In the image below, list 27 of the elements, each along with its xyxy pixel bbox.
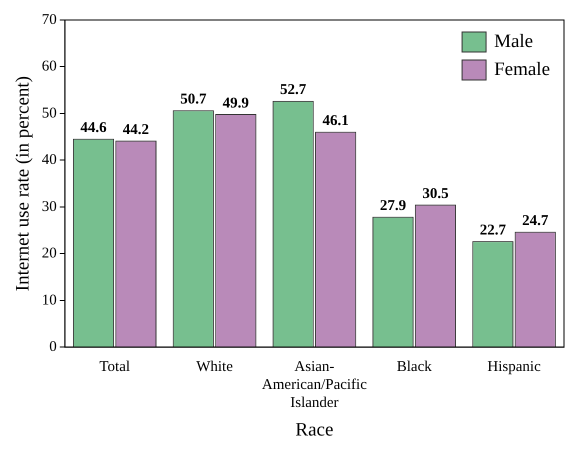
data-label: 30.5 <box>422 186 449 202</box>
y-tick-label: 0 <box>49 339 57 356</box>
data-label: 49.9 <box>222 95 249 112</box>
data-label: 46.1 <box>322 113 349 130</box>
x-tick-label: Black <box>396 359 432 376</box>
data-label: 44.2 <box>122 122 150 138</box>
data-label: 44.6 <box>80 120 108 136</box>
data-label: 27.9 <box>380 198 406 214</box>
y-tick-label: 60 <box>42 58 57 75</box>
y-axis-title: Internet use rate (in percent) <box>12 76 34 292</box>
x-tick-label: Total <box>99 359 130 376</box>
x-axis-title: Race <box>295 420 334 441</box>
y-tick-label: 40 <box>42 152 57 168</box>
data-label: 24.7 <box>522 213 549 230</box>
legend-label: Male <box>494 30 534 52</box>
x-tick-label: Hispanic <box>487 359 542 376</box>
data-label: 50.7 <box>180 92 207 108</box>
data-label: 22.7 <box>480 222 506 238</box>
legend-label: Female <box>494 58 550 80</box>
y-tick-label: 10 <box>42 292 57 308</box>
data-label: 52.7 <box>280 82 307 98</box>
y-tick-label: 20 <box>42 246 57 262</box>
x-tick-label: White <box>196 359 234 376</box>
y-tick-label: 30 <box>42 198 57 215</box>
x-tick-label: Asian-American/Pacific Islander <box>262 359 368 412</box>
y-tick-label: 50 <box>42 105 57 122</box>
y-tick-label: 70 <box>42 12 57 28</box>
